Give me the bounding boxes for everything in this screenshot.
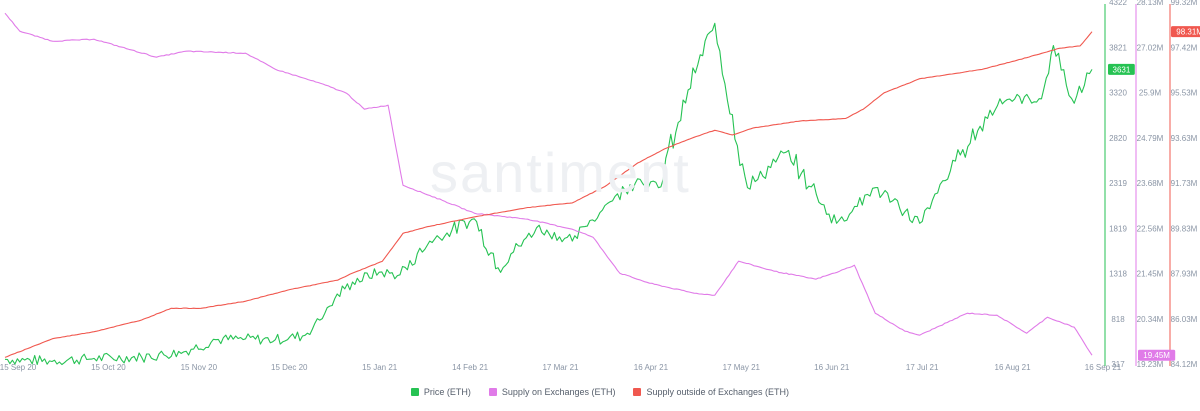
legend-swatch-price [410, 388, 419, 396]
price-tick-label: 1318 [1109, 270, 1127, 279]
supply-on-tick-label: 23.68M [1137, 179, 1164, 188]
x-tick-label: 16 Sep 21 [1085, 363, 1122, 372]
x-tick-label: 16 Aug 21 [995, 363, 1032, 372]
series-line-price [4, 22, 1093, 366]
price-tick-label: 2820 [1109, 134, 1127, 143]
watermark: santiment [430, 141, 691, 204]
price-tick-label: 818 [1111, 315, 1125, 324]
x-tick-label: 17 Jul 21 [906, 363, 939, 372]
svg-text:98.31M: 98.31M [1176, 28, 1200, 37]
supply-outside-tick-label: 97.42M [1171, 43, 1198, 52]
price-tick-label: 4322 [1109, 0, 1127, 7]
legend-swatch-supply-on [488, 388, 497, 396]
supply-on-tick-label: 28.13M [1137, 0, 1164, 7]
x-tick-label: 15 Sep 20 [0, 363, 37, 372]
supply-on-value-badge: 19.45M [1138, 349, 1176, 361]
svg-text:3631: 3631 [1113, 65, 1131, 74]
series-line-supply-on [4, 12, 1093, 356]
supply-outside-tick-label: 91.73M [1171, 179, 1198, 188]
legend-item-supply-outside[interactable]: Supply outside of Exchanges (ETH) [633, 387, 789, 397]
x-tick-label: 15 Dec 20 [271, 363, 308, 372]
x-tick-label: 17 May 21 [723, 363, 761, 372]
x-tick-label: 17 Mar 21 [542, 363, 579, 372]
x-tick-label: 16 Apr 21 [634, 363, 669, 372]
price-tick-label: 1819 [1109, 224, 1127, 233]
price-tick-label: 2319 [1109, 179, 1127, 188]
x-tick-label: 16 Jun 21 [814, 363, 850, 372]
legend-label-price: Price (ETH) [423, 387, 471, 397]
svg-text:19.45M: 19.45M [1143, 351, 1170, 360]
supply-on-tick-label: 19.23M [1137, 360, 1164, 369]
price-tick-label: 317 [1111, 360, 1125, 369]
supply-outside-tick-label: 99.32M [1171, 0, 1198, 7]
price-value-badge: 3631 [1108, 63, 1135, 75]
legend-swatch-supply-outside [633, 388, 642, 396]
legend-label-supply-outside: Supply outside of Exchanges (ETH) [646, 387, 790, 397]
supply-on-tick-label: 24.79M [1137, 134, 1164, 143]
x-tick-label: 15 Oct 20 [91, 363, 126, 372]
legend-item-price[interactable]: Price (ETH) [410, 387, 471, 397]
legend-item-supply-on[interactable]: Supply on Exchanges (ETH) [488, 387, 616, 397]
supply-on-tick-label: 27.02M [1137, 43, 1164, 52]
x-tick-label: 15 Nov 20 [181, 363, 218, 372]
price-tick-label: 3320 [1109, 89, 1127, 98]
x-tick-label: 15 Jan 21 [362, 363, 398, 372]
price-tick-label: 3821 [1109, 43, 1127, 52]
supply-outside-tick-label: 86.03M [1171, 315, 1198, 324]
supply-outside-tick-label: 87.93M [1171, 270, 1198, 279]
supply-outside-value-badge: 98.31M [1171, 26, 1200, 38]
supply-outside-tick-label: 89.83M [1171, 224, 1198, 233]
supply-on-tick-label: 21.45M [1137, 270, 1164, 279]
x-tick-label: 14 Feb 21 [452, 363, 489, 372]
supply-outside-tick-label: 84.12M [1171, 360, 1198, 369]
supply-on-tick-label: 20.34M [1137, 315, 1164, 324]
legend-label-supply-on: Supply on Exchanges (ETH) [501, 387, 616, 397]
supply-outside-tick-label: 95.53M [1171, 89, 1198, 98]
supply-outside-tick-label: 93.63M [1171, 134, 1198, 143]
supply-on-tick-label: 25.9M [1139, 89, 1162, 98]
series-line-supply-outside [4, 31, 1093, 358]
chart-legend: Price (ETH) Supply on Exchanges (ETH) Su… [0, 384, 1200, 400]
supply-on-tick-label: 22.56M [1137, 224, 1164, 233]
